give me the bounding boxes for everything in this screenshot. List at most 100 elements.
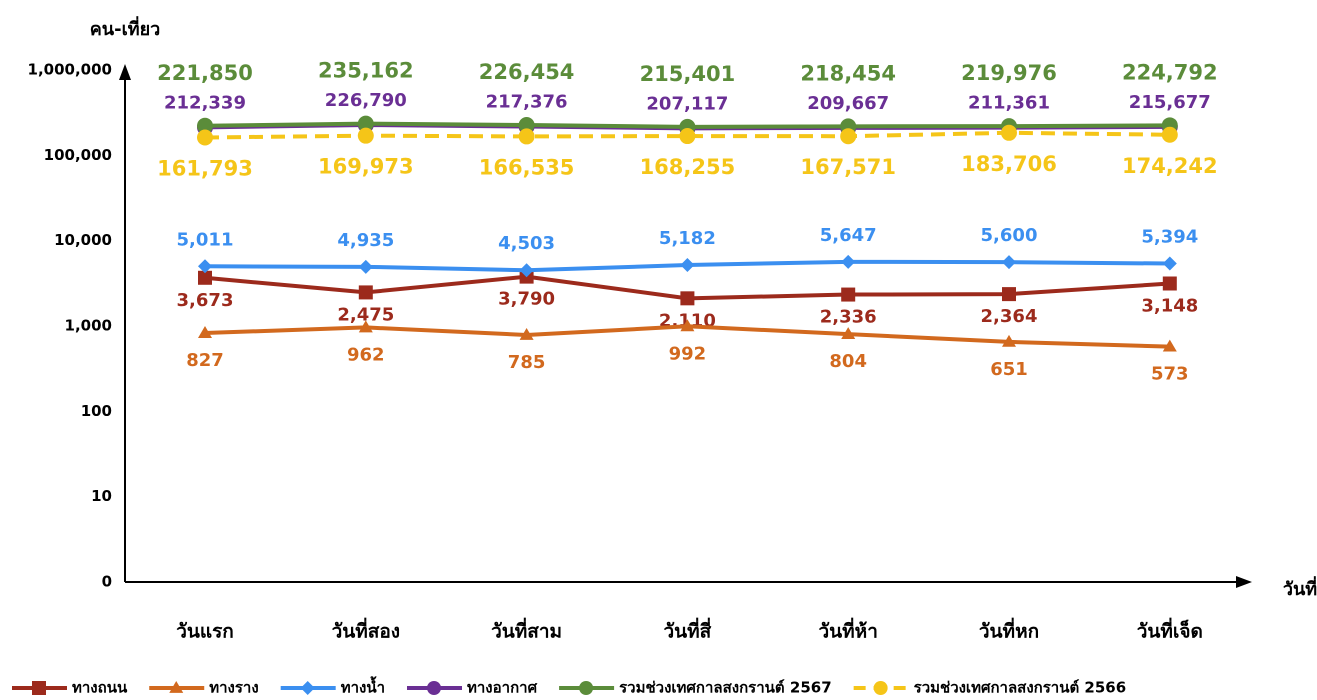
data-label: 2,475 [337,304,394,325]
legend-label: ทางราง [209,679,258,697]
data-label: 166,535 [479,155,575,179]
y-tick-label: 10 [91,487,112,505]
data-label: 5,182 [659,228,716,249]
legend-label: รวมช่วงเทศกาลสงกรานต์ 2567 [619,679,832,697]
marker [1001,124,1017,141]
data-label: 2,364 [981,306,1038,327]
legend-marker [169,681,184,693]
y-axis-title: คน-เที่ยว [90,16,161,40]
data-label: 5,600 [981,225,1038,246]
marker [518,128,535,145]
data-label: 212,339 [164,92,246,113]
marker [198,326,212,338]
legend-marker [300,681,315,695]
y-axis-arrow [119,64,131,80]
marker [679,128,696,145]
y-tick-label: 100,000 [44,146,112,164]
data-label: 211,361 [968,93,1050,114]
marker [358,285,373,300]
marker [841,327,856,339]
data-label: 169,973 [318,155,414,179]
y-tick-label: 1,000,000 [28,61,112,79]
y-tick-label: 10,000 [54,231,112,249]
data-label: 226,790 [325,90,407,111]
data-label: 221,850 [157,61,253,85]
marker [680,291,695,306]
legend-label: รวมช่วงเทศกาลสงกรานต์ 2566 [914,679,1127,697]
data-label: 5,394 [1141,227,1198,248]
marker [1002,334,1016,347]
data-label: 4,503 [498,233,555,254]
legend-marker [32,681,46,695]
data-label: 174,242 [1122,154,1218,178]
marker [1162,256,1177,271]
data-label: 183,706 [961,152,1057,176]
data-label: 215,401 [640,62,736,86]
x-tick-label: วันที่สอง [332,618,400,643]
legend-marker [427,681,441,695]
data-label: 3,790 [498,289,555,310]
data-label: 2,336 [820,307,877,328]
marker [518,117,535,134]
marker [1161,126,1178,143]
marker [841,254,856,269]
data-label: 5,647 [820,225,877,246]
marker [680,319,695,332]
data-label: 992 [669,343,707,364]
data-label: 207,117 [646,93,728,114]
data-label: 4,935 [337,230,394,251]
series [198,319,1177,352]
data-label: 168,255 [640,155,736,179]
marker [841,287,856,302]
marker [197,117,213,134]
series [197,124,1178,146]
marker [1002,287,1016,302]
marker [1162,339,1177,352]
data-label: 209,667 [807,93,889,114]
x-tick-label: วันที่เจ็ด [1137,618,1203,643]
y-tick-label: 0 [102,573,112,591]
data-label: 167,571 [800,155,896,179]
marker [357,115,374,132]
data-label: 962 [347,344,385,365]
marker [680,258,695,273]
data-label: 827 [186,350,224,371]
marker [358,259,373,274]
marker [198,259,212,274]
legend-label: ทางถนน [72,679,128,697]
marker [1002,255,1016,270]
legend-marker [873,681,888,695]
marker [357,127,374,144]
marker [519,327,534,340]
data-label: 217,376 [486,92,568,113]
data-label: 218,454 [800,61,896,85]
data-label: 573 [1151,364,1189,385]
x-tick-label: วันที่หก [979,618,1039,643]
legend-entry: ทางราง [149,679,259,697]
series [198,269,1177,306]
data-label: 226,454 [479,60,575,84]
legend-entry: ทางถนน [12,679,128,697]
data-label: 235,162 [318,59,414,83]
series [198,254,1177,278]
legend-entry: ทางน้ำ [280,676,385,697]
legend-marker [579,681,594,695]
data-label: 215,677 [1129,92,1211,113]
marker [197,129,213,146]
legend-entry: รวมช่วงเทศกาลสงกรานต์ 2566 [853,679,1127,697]
data-label: 219,976 [961,61,1057,85]
x-tick-label: วันที่ห้า [819,618,878,643]
data-label: 5,011 [177,229,234,250]
legend-label: ทางน้ำ [341,676,385,697]
legend-entry: รวมช่วงเทศกาลสงกรานต์ 2567 [559,679,832,697]
marker [1162,276,1177,291]
marker [519,263,534,278]
x-tick-label: วันที่สาม [491,618,562,643]
legend-label: ทางอากาศ [467,679,538,697]
x-tick-label: วันที่สี่ [664,618,712,643]
legend-entry: ทางอากาศ [407,679,538,697]
marker [198,270,212,285]
data-label: 3,673 [177,290,234,311]
data-label: 804 [829,351,867,372]
